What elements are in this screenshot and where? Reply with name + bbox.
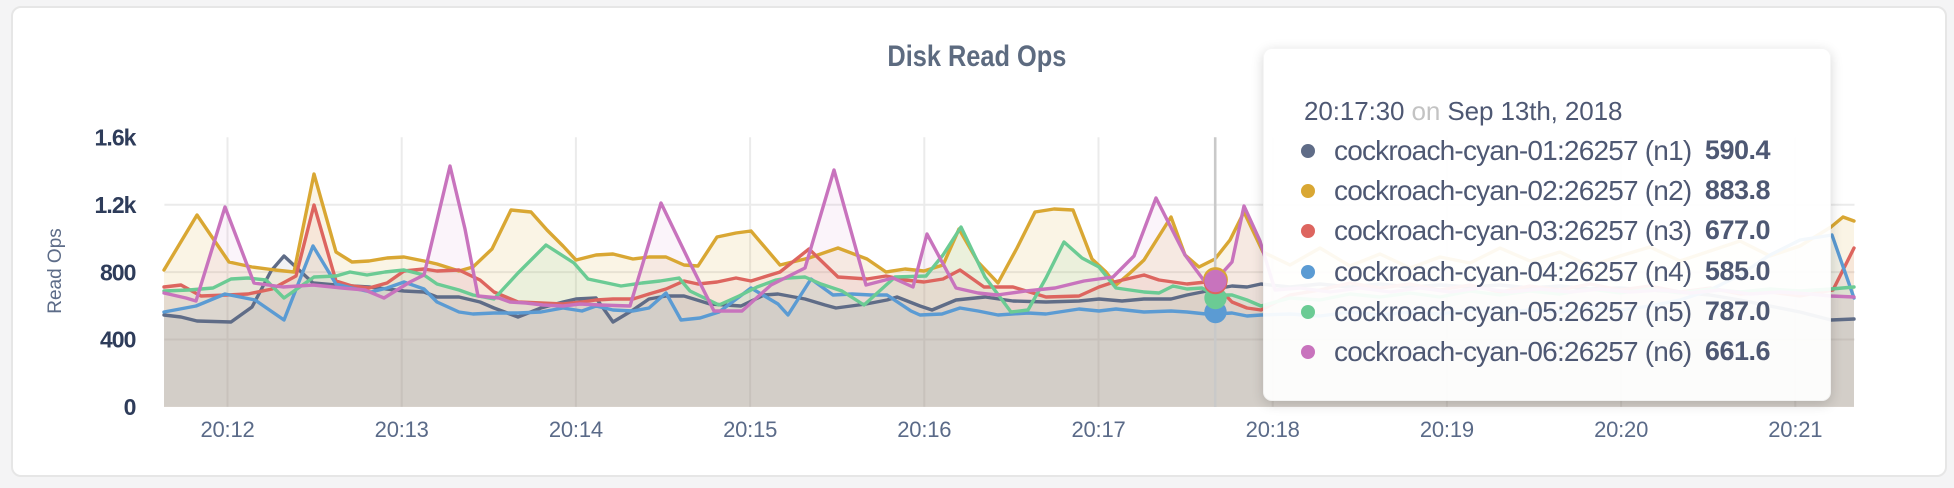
svg-text:20:14: 20:14 (549, 417, 603, 442)
svg-text:400: 400 (100, 327, 136, 353)
svg-text:20:17: 20:17 (1071, 417, 1125, 442)
svg-text:Read Ops: Read Ops (45, 228, 66, 314)
svg-text:20:13: 20:13 (375, 417, 429, 442)
svg-text:20:20: 20:20 (1594, 417, 1648, 442)
svg-text:20:18: 20:18 (1246, 417, 1300, 442)
svg-text:20:12: 20:12 (200, 417, 254, 442)
svg-text:800: 800 (100, 259, 136, 285)
svg-text:20:21: 20:21 (1768, 417, 1822, 442)
svg-text:0: 0 (124, 394, 136, 420)
svg-text:1.2k: 1.2k (95, 192, 137, 218)
svg-text:20:15: 20:15 (723, 417, 777, 442)
svg-text:20:19: 20:19 (1420, 417, 1474, 442)
svg-text:1.6k: 1.6k (95, 125, 137, 151)
svg-text:20:16: 20:16 (897, 417, 951, 442)
